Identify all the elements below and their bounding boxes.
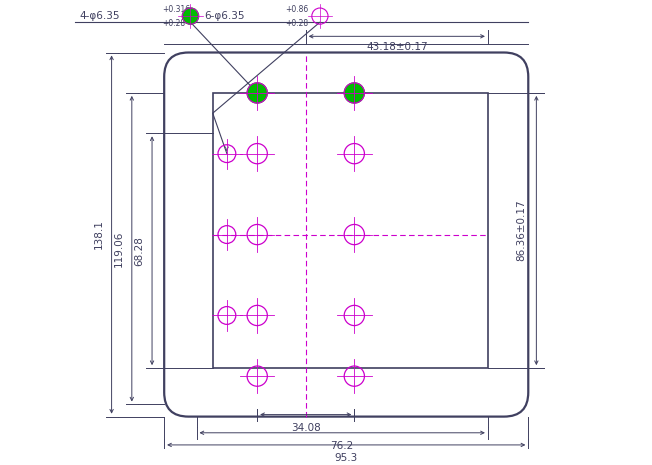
Text: 76.2: 76.2	[331, 441, 354, 451]
Circle shape	[183, 8, 199, 24]
Text: 138.1: 138.1	[93, 219, 104, 250]
Text: +0.86: +0.86	[286, 5, 309, 13]
Text: 86.36±0.17: 86.36±0.17	[516, 199, 526, 261]
Text: +0.28: +0.28	[286, 19, 308, 27]
Bar	[213, 93, 488, 368]
Text: 34.08: 34.08	[291, 423, 321, 432]
Text: +0.316: +0.316	[162, 5, 190, 13]
Circle shape	[247, 83, 267, 103]
Text: 43.18±0.17: 43.18±0.17	[366, 42, 428, 53]
Circle shape	[344, 83, 364, 103]
Text: 68.28: 68.28	[134, 236, 144, 266]
Text: 4-φ6.35: 4-φ6.35	[80, 11, 120, 21]
Text: +0.28: +0.28	[162, 19, 185, 27]
Text: 95.3: 95.3	[334, 453, 358, 463]
Text: 6-φ6.35: 6-φ6.35	[205, 11, 245, 21]
Text: 119.06: 119.06	[113, 231, 124, 267]
